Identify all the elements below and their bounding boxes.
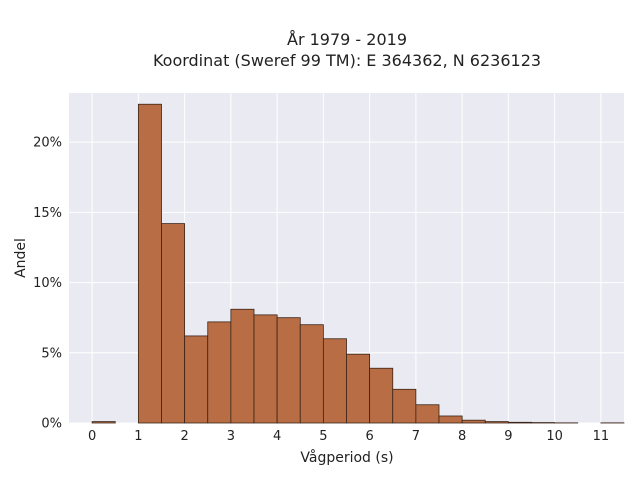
bar-0 [91,421,116,424]
x-tick-label-6: 6 [365,429,373,444]
bar-7 [253,314,278,424]
bar-15 [438,415,463,424]
x-tick-labels: 0 1 2 3 4 5 6 7 8 9 10 11 [88,429,609,444]
bar-3 [161,223,186,424]
bar-16 [461,419,486,424]
bar-5 [207,321,232,424]
y-tick-label-4: 20% [33,136,62,151]
x-axis-label: Vågperiod (s) [300,449,393,466]
x-tick-label-10: 10 [546,429,563,444]
x-tick-label-3: 3 [227,429,235,444]
bar-4 [184,335,209,424]
y-axis-label: Andel [13,238,29,278]
bar-10 [322,338,347,424]
chart-title-line-1: År 1979 - 2019 [287,30,407,49]
y-tick-label-2: 10% [33,276,62,291]
bar-2 [137,103,162,424]
x-tick-label-4: 4 [273,429,281,444]
bar-18 [507,421,532,424]
bar-9 [299,324,324,424]
x-tick-label-5: 5 [319,429,327,444]
x-tick-label-8: 8 [458,429,466,444]
x-tick-label-1: 1 [134,429,142,444]
x-tick-label-0: 0 [88,429,96,444]
bar-8 [276,317,301,424]
bar-14 [415,404,440,424]
x-tick-label-9: 9 [504,429,512,444]
y-tick-label-0: 0% [41,417,62,432]
bars [91,103,625,424]
bar-12 [369,367,394,424]
bar-11 [346,353,371,424]
y-tick-labels: 0% 5% 10% 15% 20% [33,136,62,432]
y-tick-label-1: 5% [41,346,62,361]
chart-title-line-2: Koordinat (Sweref 99 TM): E 364362, N 62… [153,51,541,70]
bar-17 [484,421,509,424]
x-tick-label-7: 7 [412,429,420,444]
x-tick-label-11: 11 [593,429,610,444]
y-tick-label-3: 15% [33,206,62,221]
bar-6 [230,308,255,424]
bar-13 [392,388,417,424]
x-tick-label-2: 2 [180,429,188,444]
